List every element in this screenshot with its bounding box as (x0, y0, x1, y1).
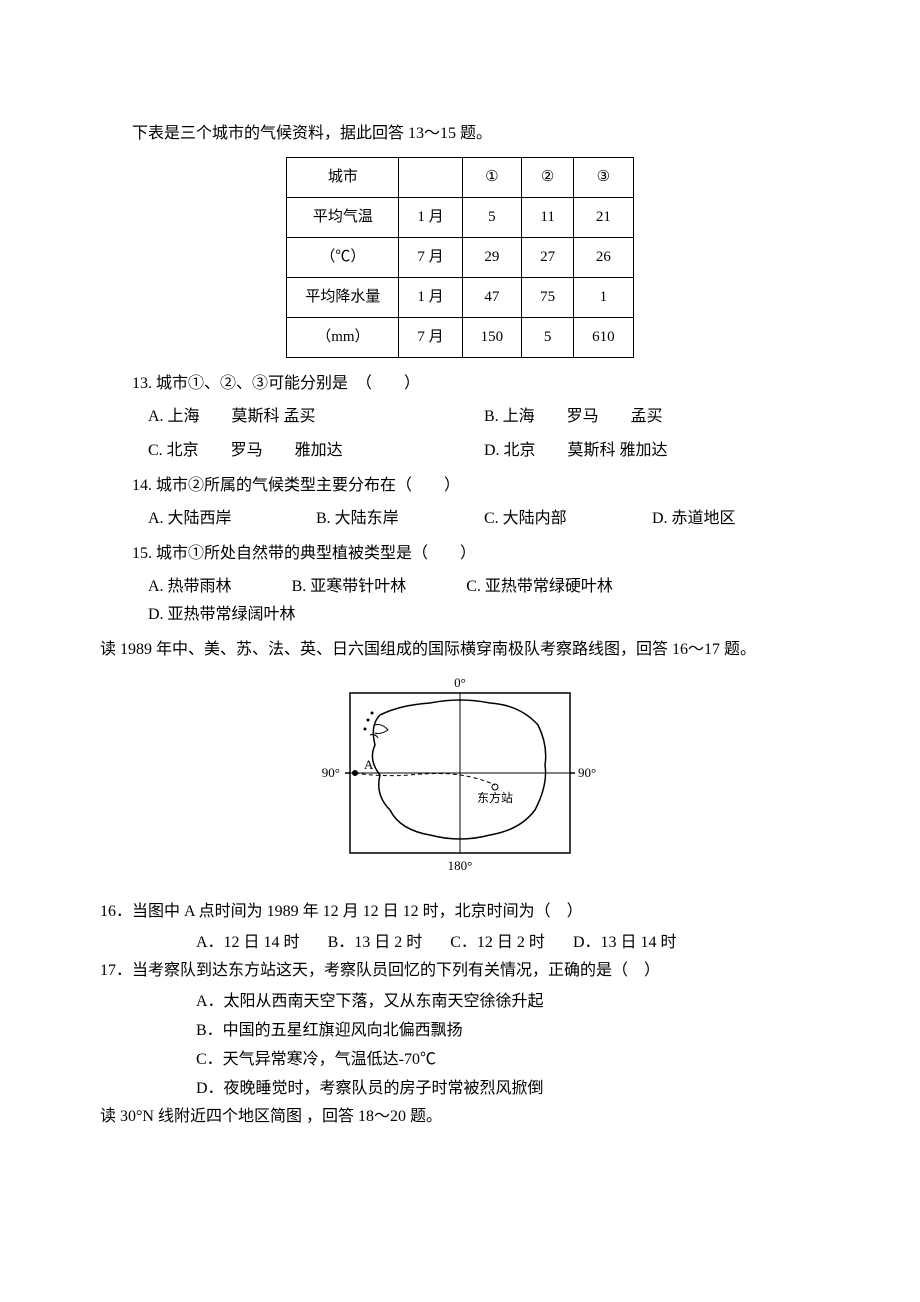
antarctica-map: 0° A 东方站 90° 90° 180° (100, 675, 820, 886)
cell-city-header: 城市 (287, 157, 399, 197)
option-13c: C. 北京 罗马 雅加达 (148, 437, 484, 466)
map-label-left: 90° (322, 765, 340, 780)
option-14c: C. 大陆内部 (484, 505, 652, 534)
option-13a: A. 上海 莫斯科 孟买 (148, 403, 484, 432)
question-17-options: A．太阳从西南天空下落，又从东南天空徐徐升起 B．中国的五星红旗迎风向北偏西飘扬… (100, 988, 820, 1103)
cell-precip-label: 平均降水量 (287, 277, 399, 317)
cell-val: 5 (522, 317, 574, 357)
cell-col3: ③ (574, 157, 634, 197)
option-13b: B. 上海 罗马 孟买 (484, 403, 820, 432)
question-13-stem: 13. 城市①、②、③可能分别是 （ ） (100, 370, 820, 399)
cell-blank (399, 157, 462, 197)
intro-text-3: 读 30°N 线附近四个地区简图 ，回答 18～20 题。 (100, 1103, 820, 1132)
cell-temp-label: 平均气温 (287, 197, 399, 237)
cell-jul: 7 月 (399, 237, 462, 277)
cell-val: 26 (574, 237, 634, 277)
question-16-stem: 16．当图中 A 点时间为 1989 年 12 月 12 日 12 时，北京时间… (100, 898, 820, 927)
table-row: 平均气温 1 月 5 11 21 (287, 197, 633, 237)
cell-val: 75 (522, 277, 574, 317)
cell-val: 1 (574, 277, 634, 317)
cell-jan: 1 月 (399, 197, 462, 237)
option-17b: B．中国的五星红旗迎风向北偏西飘扬 (196, 1017, 820, 1046)
option-14d: D. 赤道地区 (652, 505, 820, 534)
cell-col1: ① (462, 157, 522, 197)
cell-val: 11 (522, 197, 574, 237)
table-row: 平均降水量 1 月 47 75 1 (287, 277, 633, 317)
option-16c: C．12 日 2 时 (450, 929, 545, 958)
option-15c: C. 亚热带常绿硬叶林 (466, 573, 613, 602)
option-17c: C．天气异常寒冷，气温低达-70℃ (196, 1046, 820, 1075)
option-16b: B．13 日 2 时 (328, 929, 423, 958)
cell-val: 29 (462, 237, 522, 277)
cell-col2: ② (522, 157, 574, 197)
map-station-label: 东方站 (477, 790, 513, 805)
option-15a: A. 热带雨林 (148, 573, 232, 602)
option-16a: A．12 日 14 时 (196, 929, 300, 958)
option-14b: B. 大陆东岸 (316, 505, 484, 534)
option-15d: D. 亚热带常绿阔叶林 (148, 601, 820, 630)
intro-text-1: 下表是三个城市的气候资料，据此回答 13～15 题。 (100, 120, 820, 149)
question-13-options-row1: A. 上海 莫斯科 孟买 B. 上海 罗马 孟买 (100, 403, 820, 432)
cell-temp-unit: （℃） (287, 237, 399, 277)
question-16-options: A．12 日 14 时 B．13 日 2 时 C．12 日 2 时 D．13 日… (100, 929, 820, 958)
question-15-options: A. 热带雨林 B. 亚寒带针叶林 C. 亚热带常绿硬叶林 D. 亚热带常绿阔叶… (100, 573, 820, 631)
intro-text-2: 读 1989 年中、美、苏、法、英、日六国组成的国际横穿南极队考察路线图，回答 … (100, 636, 820, 665)
option-17a: A．太阳从西南天空下落，又从东南天空徐徐升起 (196, 988, 820, 1017)
question-14-stem: 14. 城市②所属的气候类型主要分布在（ ） (100, 472, 820, 501)
climate-table: 城市 ① ② ③ 平均气温 1 月 5 11 21 （℃） 7 月 29 27 … (286, 157, 633, 358)
table-row: 城市 ① ② ③ (287, 157, 633, 197)
cell-precip-unit: （mm） (287, 317, 399, 357)
option-15b: B. 亚寒带针叶林 (292, 573, 407, 602)
table-row: （℃） 7 月 29 27 26 (287, 237, 633, 277)
option-16d: D．13 日 14 时 (573, 929, 677, 958)
cell-val: 150 (462, 317, 522, 357)
option-13d: D. 北京 莫斯科 雅加达 (484, 437, 820, 466)
question-15-stem: 15. 城市①所处自然带的典型植被类型是（ ） (100, 540, 820, 569)
question-13-options-row2: C. 北京 罗马 雅加达 D. 北京 莫斯科 雅加达 (100, 437, 820, 466)
cell-val: 47 (462, 277, 522, 317)
cell-jul: 7 月 (399, 317, 462, 357)
table-row: （mm） 7 月 150 5 610 (287, 317, 633, 357)
map-label-top: 0° (454, 675, 466, 690)
cell-jan: 1 月 (399, 277, 462, 317)
map-point-a: A (364, 757, 374, 772)
map-label-bottom: 180° (448, 858, 473, 873)
cell-val: 5 (462, 197, 522, 237)
option-14a: A. 大陆西岸 (148, 505, 316, 534)
map-label-right: 90° (578, 765, 596, 780)
cell-val: 21 (574, 197, 634, 237)
question-17-stem: 17．当考察队到达东方站这天，考察队员回忆的下列有关情况，正确的是（ ） (100, 957, 820, 986)
option-17d: D．夜晚睡觉时，考察队员的房子时常被烈风掀倒 (196, 1075, 820, 1104)
question-14-options: A. 大陆西岸 B. 大陆东岸 C. 大陆内部 D. 赤道地区 (100, 505, 820, 534)
cell-val: 610 (574, 317, 634, 357)
cell-val: 27 (522, 237, 574, 277)
